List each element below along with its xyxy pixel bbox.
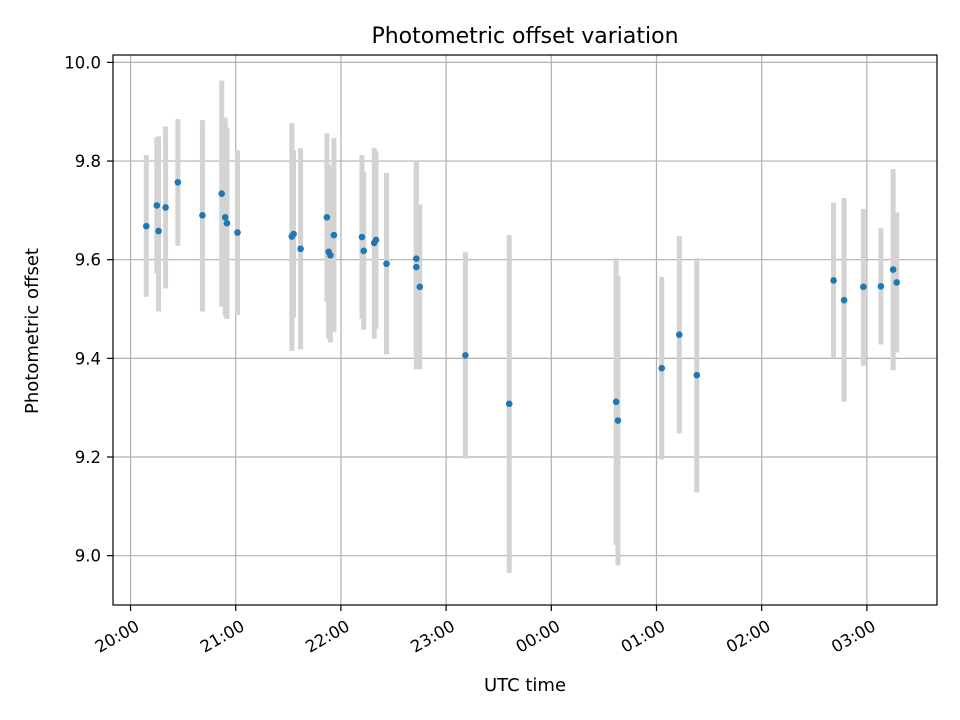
error-bars	[143, 80, 900, 573]
data-point	[830, 277, 837, 284]
data-point	[462, 352, 469, 359]
x-tick-label: 21:00	[197, 616, 248, 656]
data-point	[223, 219, 231, 227]
chart-title: Photometric offset variation	[371, 24, 678, 49]
data-point	[416, 283, 424, 291]
data-point	[162, 204, 169, 211]
data-point	[327, 251, 334, 259]
x-tick-label: 01:00	[618, 616, 669, 656]
x-tick-label: 02:00	[723, 616, 774, 656]
data-point	[360, 247, 368, 255]
x-tick-label: 03:00	[828, 616, 879, 656]
y-axis-label: Photometric offset	[22, 248, 43, 414]
data-points	[143, 178, 900, 424]
data-point	[840, 296, 848, 304]
data-point	[221, 213, 229, 221]
data-point	[889, 266, 897, 273]
data-point	[330, 231, 338, 239]
data-point	[153, 202, 161, 209]
data-point	[860, 283, 867, 291]
data-point	[297, 245, 304, 253]
data-point	[505, 400, 513, 408]
y-tick-label: 9.0	[75, 547, 101, 566]
y-tick-label: 9.8	[75, 152, 101, 171]
data-point	[413, 263, 420, 271]
y-tick-label: 9.4	[75, 349, 101, 368]
x-tick-label: 22:00	[302, 616, 353, 656]
data-point	[693, 371, 701, 379]
y-tick-label: 9.2	[75, 448, 101, 467]
data-point	[877, 283, 885, 290]
data-point	[290, 230, 297, 238]
data-point	[893, 279, 900, 286]
data-point	[658, 364, 666, 372]
x-axis-label: UTC time	[484, 675, 566, 696]
y-tick-label: 9.6	[75, 251, 101, 270]
data-point	[174, 178, 182, 186]
y-axis-ticks: 9.0 9.2 9.4 9.6 9.8 10.0	[64, 53, 113, 566]
data-point	[323, 213, 331, 221]
x-tick-label: 00:00	[513, 616, 564, 656]
data-point	[143, 222, 150, 230]
data-point	[675, 331, 683, 338]
data-point	[413, 255, 420, 263]
data-point	[234, 229, 241, 236]
data-point	[358, 233, 366, 241]
data-point	[383, 260, 390, 267]
data-point	[218, 190, 225, 197]
x-tick-label: 20:00	[92, 616, 143, 656]
x-axis-ticks: 20:00 21:00 22:00 23:00 00:00 01:00 02:00 03:00	[92, 605, 879, 657]
grid	[113, 55, 937, 605]
plot-frame	[112, 54, 938, 606]
data-point	[372, 236, 380, 244]
data-point	[612, 398, 620, 406]
x-tick-label: 23:00	[407, 616, 458, 656]
y-tick-label: 10.0	[64, 53, 101, 72]
data-point	[199, 212, 206, 219]
data-point	[155, 227, 162, 235]
data-point	[614, 417, 622, 424]
